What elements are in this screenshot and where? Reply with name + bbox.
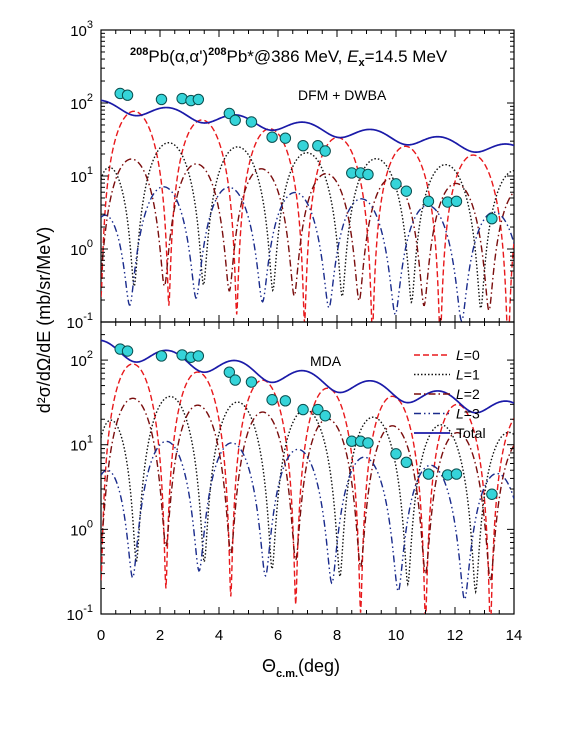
title-alpha-prime: α' xyxy=(189,47,202,66)
title-alpha: α xyxy=(175,47,185,66)
title-part-2: Pb*@386 MeV, xyxy=(227,47,348,66)
title-e-value: =14.5 MeV xyxy=(365,47,448,66)
bottom-y-tick-label: 10-1 xyxy=(67,603,93,624)
bottom-y-tick-label: 101 xyxy=(70,434,93,455)
x-label-theta: Θ xyxy=(262,656,276,676)
x-tick-label: 4 xyxy=(215,627,223,644)
title-part-1: Pb( xyxy=(148,47,175,66)
bottom-data-point xyxy=(229,374,241,386)
top-series-L3 xyxy=(101,186,514,322)
x-tick-label: 2 xyxy=(156,627,164,644)
x-tick-label: 0 xyxy=(97,627,105,644)
top-series-Total xyxy=(101,99,514,153)
top-y-tick-label: 102 xyxy=(70,92,93,113)
bottom-data-point xyxy=(390,448,402,460)
x-label-unit: (deg) xyxy=(298,656,340,676)
legend-label-L1: L=1 xyxy=(456,367,480,383)
bottom-data-point xyxy=(223,366,236,378)
y-axis-label: d²σ/dΩ/dE (mb/sr/MeV) xyxy=(34,227,54,414)
top-data-point xyxy=(319,145,331,157)
top-series-L2 xyxy=(101,158,514,312)
bottom-series-L2 xyxy=(101,397,514,583)
top-data-point xyxy=(450,195,463,208)
bottom-data-point xyxy=(486,488,498,500)
top-data-point xyxy=(390,178,402,190)
plot-layer: 10-1 100 101 102 103 10-1 100 101 102 0 2 4 6 8 10 12 14… xyxy=(67,19,523,644)
bottom-y-tick-label: 100 xyxy=(70,518,93,539)
top-y-tick-label: 100 xyxy=(70,238,93,259)
legend-label-L2: L=2 xyxy=(456,386,480,402)
top-y-tick-label: 101 xyxy=(70,165,93,186)
top-data-point xyxy=(192,93,205,106)
title-e-sub: x xyxy=(358,57,365,69)
x-tick-label: 8 xyxy=(333,627,341,644)
top-data-point xyxy=(229,114,241,126)
top-data-point xyxy=(486,213,498,225)
top-y-tick-label: 10-1 xyxy=(67,311,93,332)
title-e: E xyxy=(347,47,359,66)
bottom-data-point xyxy=(312,403,324,416)
top-data-point xyxy=(155,93,168,106)
bottom-data-point xyxy=(155,350,168,362)
top-data-point xyxy=(297,140,309,152)
title-sup-2: 208 xyxy=(208,46,226,58)
bottom-data-point xyxy=(121,345,134,357)
x-tick-label: 14 xyxy=(506,627,523,644)
bottom-series-Total xyxy=(101,339,514,414)
svg-text:d²σ/dΩ/dE (mb/sr/MeV): d²σ/dΩ/dE (mb/sr/MeV) xyxy=(34,227,54,414)
top-panel-title: 208Pb(α,α')208Pb*@386 MeV, Ex=14.5 MeV xyxy=(130,46,448,69)
legend-label-Total: Total xyxy=(456,425,486,441)
title-close: ) xyxy=(202,47,208,66)
top-data-point xyxy=(266,131,278,143)
bottom-data-point xyxy=(192,350,205,362)
title-sup-1: 208 xyxy=(130,46,148,58)
bottom-series-L0 xyxy=(101,363,514,614)
bottom-data-point xyxy=(266,394,278,406)
top-data-point xyxy=(279,132,292,144)
bottom-data-point xyxy=(362,437,374,449)
x-tick-label: 12 xyxy=(447,627,464,644)
bottom-data-point xyxy=(422,468,435,480)
bottom-y-tick-label: 102 xyxy=(70,349,93,370)
top-data-point xyxy=(422,195,435,208)
legend-label-L3: L=3 xyxy=(456,406,480,422)
top-y-tick-label: 103 xyxy=(70,19,93,40)
bottom-panel-frame xyxy=(100,321,515,615)
top-data-point xyxy=(362,168,374,181)
x-label-sub: c.m. xyxy=(276,668,298,680)
title-comma: , xyxy=(185,47,190,66)
bottom-data-point xyxy=(319,410,331,422)
bottom-data-point xyxy=(245,376,258,388)
bottom-model-label: MDA xyxy=(310,353,342,369)
top-series-L0 xyxy=(101,110,514,322)
top-series-L1 xyxy=(101,142,514,311)
bottom-data-point xyxy=(297,403,309,416)
x-tick-label: 6 xyxy=(274,627,282,644)
top-data-point xyxy=(121,89,134,101)
x-axis-label: Θc.m.(deg) xyxy=(262,656,340,680)
top-model-label: DFM + DWBA xyxy=(298,87,387,103)
bottom-data-point xyxy=(279,395,292,407)
legend-label-L0: L=0 xyxy=(456,347,480,363)
legend: L=0 L=1 L=2 L=3 Total xyxy=(414,347,486,441)
x-tick-label: 10 xyxy=(388,627,405,644)
top-data-point xyxy=(400,185,413,197)
bottom-data-point xyxy=(450,468,463,480)
bottom-series-L3 xyxy=(101,440,514,601)
bottom-data-point xyxy=(400,456,413,468)
top-data-point xyxy=(245,116,258,128)
